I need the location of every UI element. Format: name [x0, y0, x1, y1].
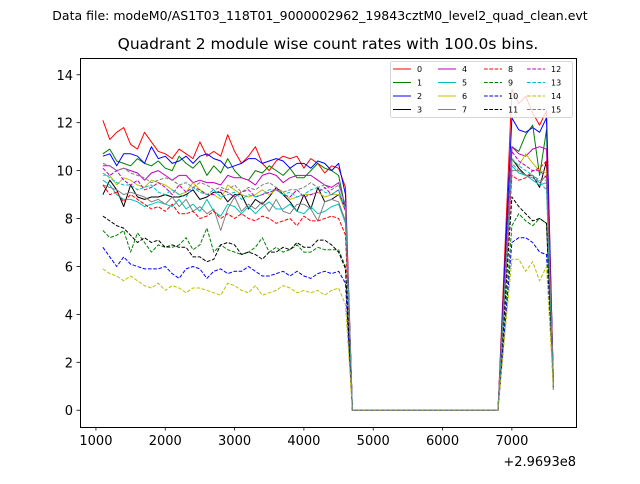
series-line-15: [102, 162, 554, 411]
x-offset-label: +2.9693e8: [503, 455, 576, 470]
chart-title: Quadrant 2 module wise count rates with …: [118, 35, 539, 53]
x-tick-label: 5000: [357, 434, 390, 449]
x-tick-label: 3000: [218, 434, 251, 449]
legend-label-10: 10: [508, 92, 518, 101]
series-line-13: [102, 158, 554, 411]
x-tick-label: 7000: [495, 434, 528, 449]
legend-label-13: 13: [551, 79, 561, 88]
suptitle: Data file: modeM0/AS1T03_118T01_90000029…: [52, 8, 587, 23]
legend-label-2: 2: [417, 92, 422, 101]
x-tick-label: 6000: [426, 434, 459, 449]
series-line-4: [102, 146, 554, 411]
series-line-3: [102, 158, 554, 411]
y-tick-label: 2: [65, 356, 73, 371]
legend-label-1: 1: [417, 79, 422, 88]
legend-label-5: 5: [462, 79, 467, 88]
series-line-9: [102, 213, 554, 411]
series-line-11: [102, 196, 554, 411]
series-line-14: [102, 258, 554, 411]
y-tick-label: 6: [65, 260, 73, 275]
x-tick-label: 1000: [79, 434, 112, 449]
y-tick-label: 12: [56, 117, 73, 132]
series-line-7: [102, 170, 554, 411]
legend-label-9: 9: [508, 79, 513, 88]
x-tick-label: 4000: [287, 434, 320, 449]
legend-label-8: 8: [508, 65, 513, 74]
x-tick-label: 2000: [149, 434, 182, 449]
y-tick-label: 8: [65, 213, 73, 228]
axes-frame: [80, 58, 577, 428]
series-line-12: [102, 150, 554, 411]
legend-label-12: 12: [551, 65, 561, 74]
y-tick-label: 10: [56, 165, 73, 180]
legend-label-0: 0: [417, 65, 422, 74]
legend-label-15: 15: [551, 106, 561, 115]
legend-box: [390, 61, 573, 118]
legend-label-6: 6: [462, 92, 467, 101]
y-tick-label: 4: [65, 308, 73, 323]
legend-label-7: 7: [462, 106, 467, 115]
legend-label-11: 11: [508, 106, 518, 115]
plot-area: [102, 88, 554, 411]
series-line-1: [102, 124, 554, 411]
legend-label-4: 4: [462, 65, 467, 74]
legend-label-14: 14: [551, 92, 561, 101]
y-tick-label: 0: [65, 404, 73, 419]
series-line-10: [102, 237, 554, 411]
y-tick-label: 14: [56, 69, 73, 84]
series-line-2: [102, 117, 554, 411]
legend-label-3: 3: [417, 106, 422, 115]
series-line-5: [102, 165, 554, 411]
